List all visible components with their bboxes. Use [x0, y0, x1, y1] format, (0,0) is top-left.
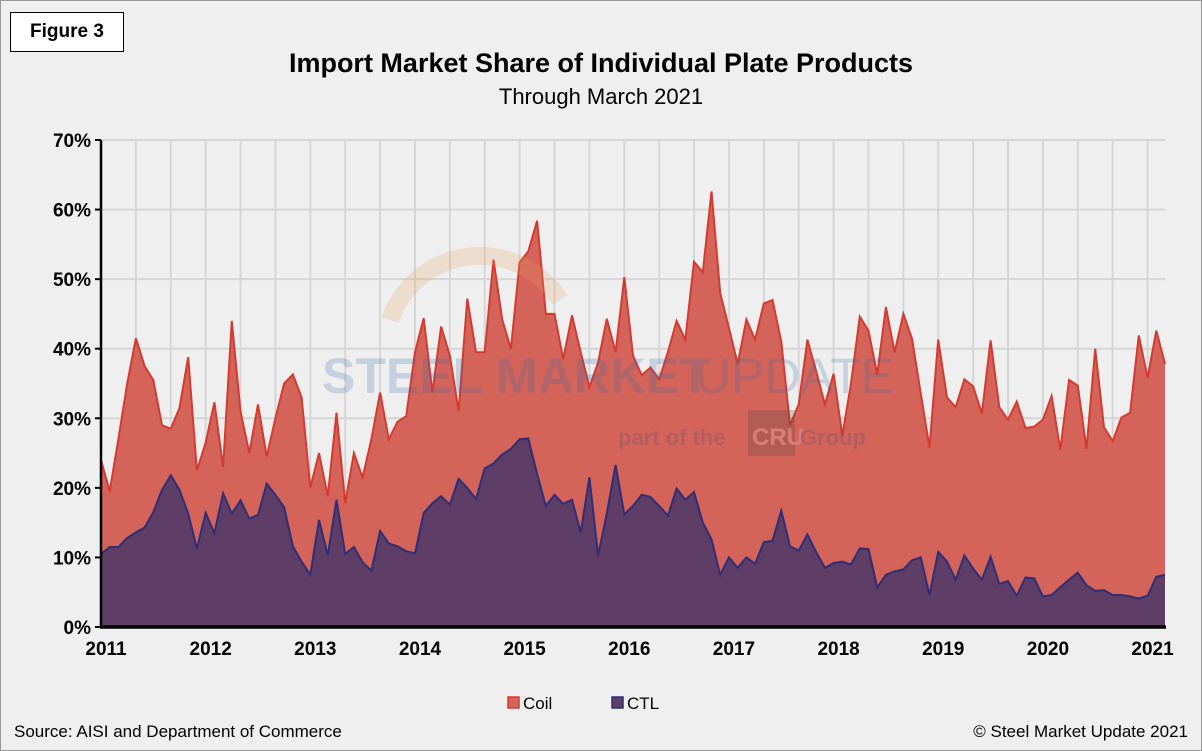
x-tick-label: 2014: [399, 639, 442, 660]
x-tick-label: 2016: [608, 639, 650, 660]
x-tick-label: 2015: [503, 639, 546, 660]
area-ctl: [101, 438, 1165, 627]
legend-swatch-coil: [507, 696, 520, 709]
y-tick-label: 30%: [53, 409, 91, 430]
legend: Coil CTL: [507, 694, 659, 713]
y-tick-label: 50%: [53, 270, 91, 291]
watermark-cru-box: [748, 410, 795, 456]
x-tick-label: 2019: [922, 639, 964, 660]
watermark-logo: STEEL MARKET UPDATE part of the CRU Grou…: [322, 246, 894, 456]
area-coil: [101, 191, 1165, 627]
watermark-swoosh: [381, 246, 568, 324]
legend-label-ctl: CTL: [627, 694, 659, 713]
y-tick-label: 0%: [64, 618, 92, 639]
source-note: Source: AISI and Department of Commerce: [14, 722, 342, 741]
y-tick-label: 60%: [53, 201, 91, 222]
axes: 0% 10% 20% 30% 40% 50% 60% 70% 2011 2012 2013 2014 2…: [53, 131, 1174, 660]
chart-title: Import Market Share of Individual Plate …: [288, 48, 914, 78]
copyright-note: © Steel Market Update 2021: [973, 722, 1188, 741]
watermark-text: Group: [800, 425, 866, 450]
y-tick-label: 20%: [53, 479, 91, 500]
x-tick-label: 2012: [190, 639, 232, 660]
x-tick-label: 2018: [817, 639, 859, 660]
x-tick-label: 2017: [713, 639, 755, 660]
y-tick-label: 10%: [53, 548, 91, 569]
line-ctl: [100, 437, 1166, 600]
watermark-text: part of the: [618, 425, 726, 450]
x-tick-label: 2020: [1027, 639, 1069, 660]
line-coil: [100, 191, 1166, 504]
chart-subtitle: Through March 2021: [498, 84, 704, 109]
legend-label-coil: Coil: [523, 694, 552, 713]
figure-label: Figure 3: [10, 12, 124, 52]
watermark-text: STEEL MARKET: [322, 348, 710, 404]
watermark-text: CRU: [752, 424, 804, 451]
y-tick-label: 70%: [53, 131, 91, 152]
watermark-text: UPDATE: [695, 348, 894, 404]
x-tick-label: 2011: [85, 639, 127, 660]
series-areas: [100, 191, 1166, 627]
x-tick-label: 2021: [1131, 639, 1174, 660]
legend-swatch-ctl: [611, 696, 624, 709]
y-tick-label: 40%: [53, 340, 91, 361]
x-tick-label: 2013: [294, 639, 336, 660]
